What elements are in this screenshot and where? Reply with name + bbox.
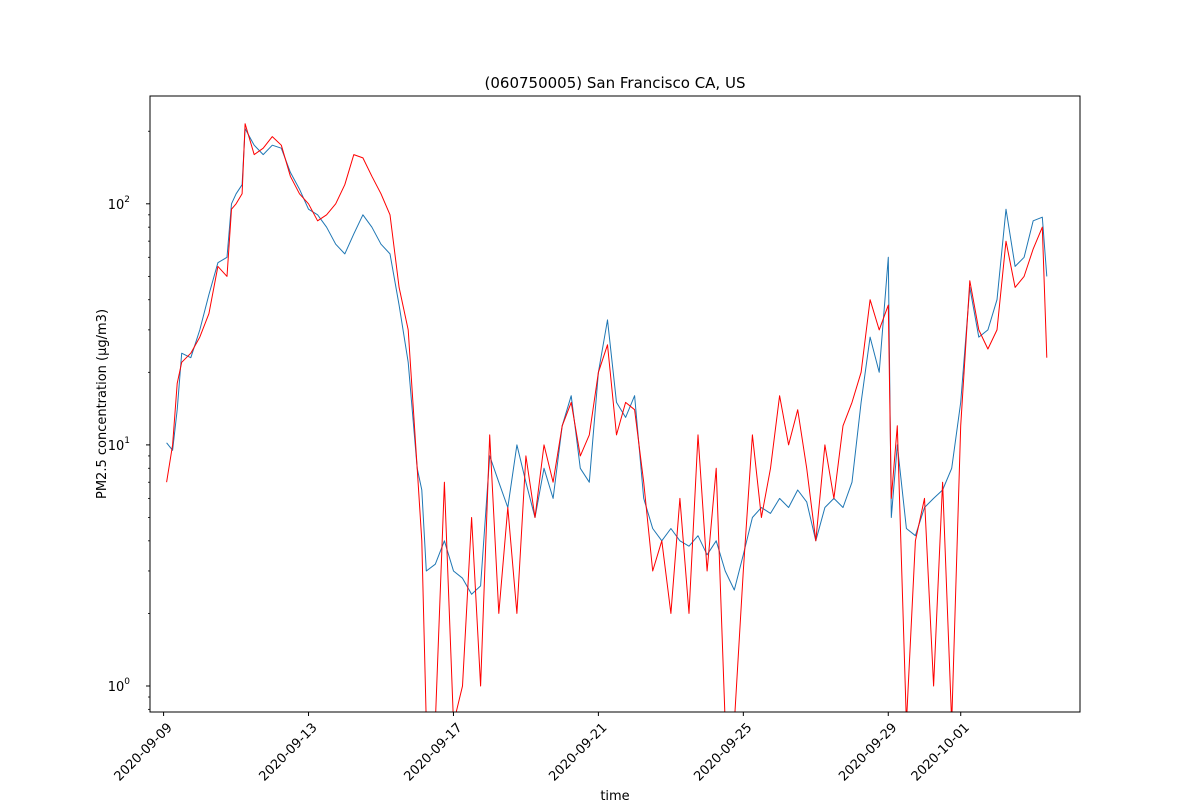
y-tick-label: 102: [108, 195, 130, 213]
y-axis-label: PM2.5 concentration (μg/m3): [95, 309, 110, 499]
x-tick-label: 2020-09-21: [546, 720, 610, 784]
y-tick-label: 100: [108, 677, 131, 695]
x-tick-label: 2020-09-29: [836, 720, 900, 784]
x-tick-label: 2020-09-09: [112, 720, 176, 784]
x-tick-label: 2020-10-01: [909, 720, 973, 784]
series-line-1: [166, 128, 1048, 595]
chart-title: (060750005) San Francisco CA, US: [485, 74, 746, 92]
series-layer: [166, 123, 1048, 712]
series-line-2: [166, 123, 1048, 712]
x-tick-label: 2020-09-17: [401, 720, 465, 784]
y-tick-exponent: 1: [124, 436, 130, 446]
y-tick-exponent: 0: [124, 677, 130, 687]
plot-frame: [149, 95, 1081, 713]
x-axis: 2020-09-09 2020-09-13 2020-09-17 2020-09-21…: [112, 712, 973, 784]
y-tick-exponent: 2: [124, 195, 130, 205]
y-tick-label: 101: [108, 436, 130, 454]
x-tick-label: 2020-09-13: [257, 720, 321, 784]
x-tick-label: 2020-09-25: [691, 720, 755, 784]
x-axis-label: time: [600, 789, 629, 800]
